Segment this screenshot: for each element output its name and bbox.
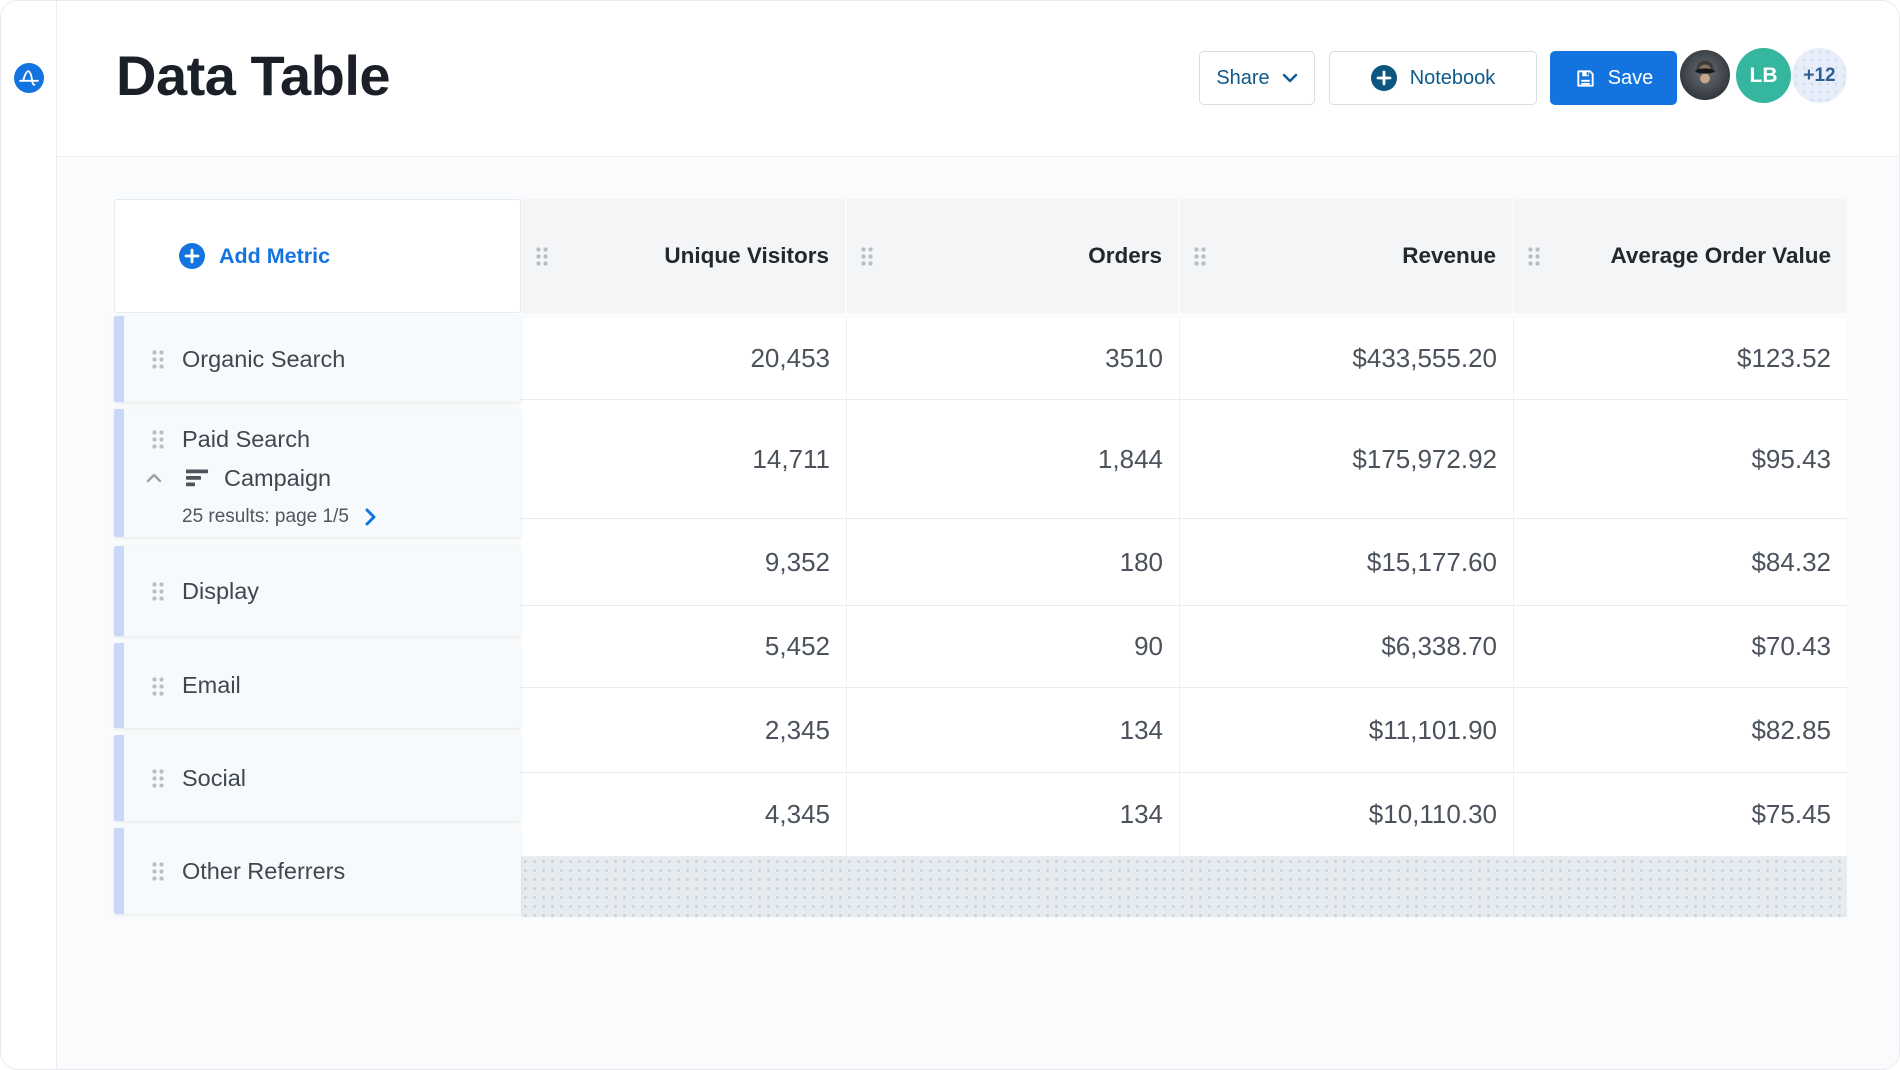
drag-handle-icon[interactable]: [151, 861, 164, 881]
save-button-label: Save: [1607, 66, 1654, 89]
row-accent-bar: [114, 316, 124, 402]
row-card-display[interactable]: Display: [114, 546, 521, 636]
table-footer-strip: [521, 857, 1847, 917]
cell-unique-visitors: 4,345: [764, 799, 830, 829]
row-label: Other Referrers: [182, 857, 346, 884]
row-accent-bar: [114, 409, 124, 537]
table-row: 20,453 3510 $433,555.20 $123.52: [521, 318, 1847, 400]
pagination-status: 25 results: page 1/5: [182, 506, 349, 527]
add-metric-label: Add Metric: [219, 243, 331, 268]
avatar-initials-text: LB: [1749, 63, 1778, 87]
data-table-canvas: Add Metric Unique Visitors Orders Revenu…: [57, 158, 1899, 1069]
column-header-average-order-value[interactable]: Average Order Value: [1514, 199, 1847, 313]
table-row: 4,345 134 $10,110.30 $75.45: [521, 773, 1847, 857]
drag-handle-icon[interactable]: [151, 581, 164, 601]
row-accent-bar: [114, 546, 124, 636]
row-card-paid-search[interactable]: Paid Search Campaign 25 results: page 1/…: [114, 409, 521, 537]
cell-orders: 180: [846, 519, 1179, 605]
drag-handle-icon[interactable]: [151, 675, 164, 696]
cell-unique-visitors: 14,711: [752, 443, 830, 474]
row-accent-bar: [114, 828, 124, 914]
cell-unique-visitors: 9,352: [764, 546, 830, 577]
share-button-label: Share: [1216, 66, 1270, 89]
breakdown-bars-icon: [186, 469, 208, 487]
column-header-revenue[interactable]: Revenue: [1180, 199, 1512, 313]
row-label: Organic Search: [182, 345, 346, 372]
row-accent-bar: [114, 735, 124, 821]
avatar-more-text: +12: [1803, 64, 1836, 86]
column-header-label: Revenue: [1402, 243, 1496, 268]
cell-average-order-value: $84.32: [1513, 519, 1847, 605]
plus-circle-icon: [1370, 65, 1397, 91]
add-metric-button[interactable]: Add Metric: [114, 199, 521, 313]
share-button[interactable]: Share: [1199, 51, 1315, 105]
sidebar-rail: [1, 1, 57, 1069]
chevron-up-icon[interactable]: [146, 473, 162, 483]
row-label: Paid Search: [182, 425, 311, 452]
cell-average-order-value: $123.52: [1513, 318, 1847, 399]
notebook-button[interactable]: Notebook: [1329, 51, 1537, 105]
cell-orders: 134: [846, 773, 1179, 856]
column-header-unique-visitors[interactable]: Unique Visitors: [522, 199, 845, 313]
avatar-photo[interactable]: [1680, 50, 1730, 100]
drag-handle-icon[interactable]: [535, 246, 548, 266]
cell-orders: 90: [846, 606, 1179, 687]
drag-handle-icon[interactable]: [1193, 246, 1206, 266]
save-icon: [1577, 69, 1594, 87]
column-header-label: Average Order Value: [1610, 243, 1831, 268]
cell-revenue: $15,177.60: [1179, 519, 1513, 605]
cell-average-order-value: $95.43: [1513, 400, 1847, 518]
plus-circle-icon: [179, 243, 205, 269]
amplitude-logo-icon[interactable]: [14, 63, 44, 93]
breakdown-property-label: Campaign: [224, 464, 332, 491]
cell-revenue: $10,110.30: [1179, 773, 1513, 856]
row-accent-bar: [114, 643, 124, 728]
table-row: 5,452 90 $6,338.70 $70.43: [521, 606, 1847, 688]
table-row: 9,352 180 $15,177.60 $84.32: [521, 519, 1847, 606]
row-card-other-referrers[interactable]: Other Referrers: [114, 828, 521, 914]
column-header-label: Orders: [1088, 243, 1162, 268]
cell-revenue: $6,338.70: [1179, 606, 1513, 687]
cell-average-order-value: $70.43: [1513, 606, 1847, 687]
cell-revenue: $433,555.20: [1179, 318, 1513, 399]
notebook-button-label: Notebook: [1409, 66, 1496, 89]
row-card-email[interactable]: Email: [114, 643, 521, 728]
cell-unique-visitors: 20,453: [750, 343, 830, 373]
row-card-organic-search[interactable]: Organic Search: [114, 316, 521, 402]
cell-orders: 134: [846, 688, 1179, 772]
cell-revenue: $11,101.90: [1179, 688, 1513, 772]
column-header-label: Unique Visitors: [664, 243, 829, 268]
chevron-down-icon: [1282, 73, 1297, 83]
cell-orders: 1,844: [846, 400, 1179, 518]
drag-handle-icon[interactable]: [860, 246, 873, 266]
row-card-social[interactable]: Social: [114, 735, 521, 821]
avatar-more-count[interactable]: +12: [1792, 48, 1847, 103]
column-header-orders[interactable]: Orders: [847, 199, 1178, 313]
drag-handle-icon[interactable]: [1527, 246, 1540, 266]
cell-orders: 3510: [846, 318, 1179, 399]
row-label: Display: [182, 577, 260, 604]
table-row: 2,345 134 $11,101.90 $82.85: [521, 688, 1847, 773]
cell-average-order-value: $75.45: [1513, 773, 1847, 856]
page-title: Data Table: [116, 44, 391, 107]
cell-unique-visitors: 2,345: [764, 714, 830, 745]
save-button[interactable]: Save: [1550, 51, 1677, 105]
avatar-initials[interactable]: LB: [1736, 48, 1791, 103]
top-bar: Data Table Share Notebook Save LB +12: [57, 1, 1899, 157]
drag-handle-icon[interactable]: [151, 349, 164, 369]
cell-unique-visitors: 5,452: [764, 631, 830, 661]
cell-average-order-value: $82.85: [1513, 688, 1847, 772]
drag-handle-icon[interactable]: [151, 429, 164, 449]
chevron-right-icon[interactable]: [365, 508, 376, 526]
cell-revenue: $175,972.92: [1179, 400, 1513, 518]
drag-handle-icon[interactable]: [151, 768, 164, 788]
row-label: Email: [182, 672, 241, 698]
row-label: Social: [182, 764, 247, 791]
table-row: 14,711 1,844 $175,972.92 $95.43: [521, 400, 1847, 519]
